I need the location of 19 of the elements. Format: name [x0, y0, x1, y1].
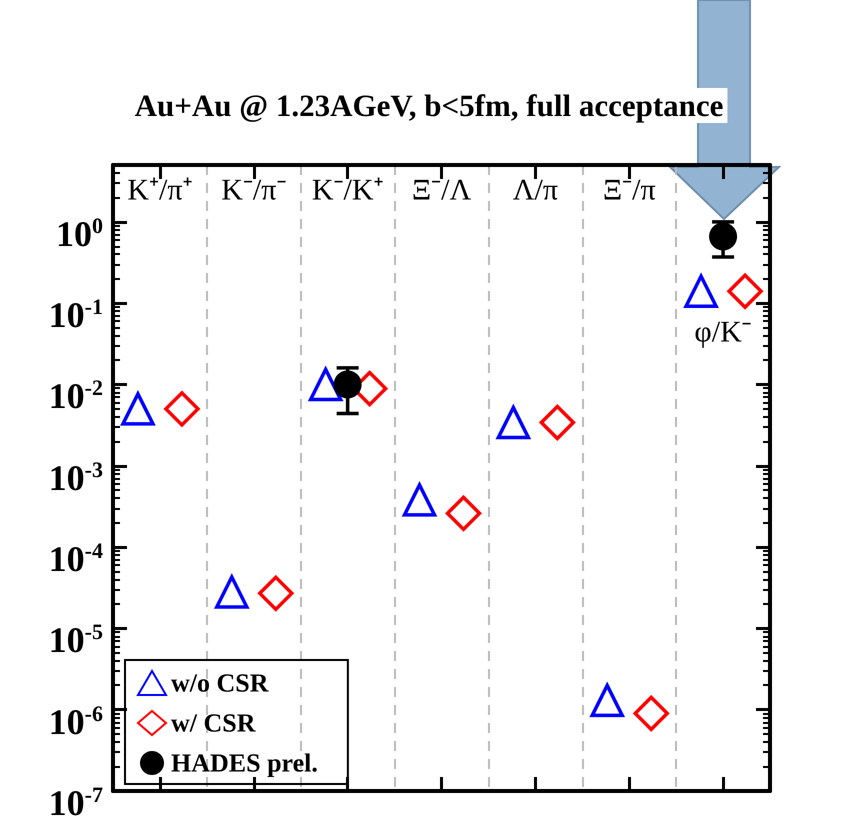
y-tick-label: 10$^{-7}$: [48, 781, 103, 823]
y-tick-label: 10$^{-4}$: [48, 537, 103, 580]
y-tick-label: 10$^{-6}$: [48, 700, 103, 742]
x-tick-label: K⁺/π⁺: [127, 174, 193, 206]
x-tick-label: Ξ⁻/π: [602, 174, 656, 206]
x-tick-label: φ/K⁻: [694, 316, 752, 348]
chart-title: Au+Au @ 1.23AGeV, b<5fm, full acceptance: [134, 88, 724, 123]
y-tick-label: 10$^{-2}$: [48, 374, 103, 416]
legend-label: w/o CSR: [171, 668, 269, 698]
y-tick-label: 10$^{-3}$: [48, 456, 103, 498]
x-tick-label: Λ/π: [512, 174, 558, 206]
x-tick-label: K⁻/π⁻: [221, 174, 286, 206]
legend-label: HADES prel.: [171, 748, 318, 778]
y-tick-label: 10$^{-5}$: [48, 618, 103, 660]
x-tick-label: K⁻/K⁺: [312, 174, 384, 206]
y-tick-label: 10$^{-1}$: [48, 293, 103, 336]
x-tick-label: Ξ⁻/Λ: [412, 174, 472, 206]
y-tick-label: 10$^{0}$: [56, 212, 103, 254]
legend-label: w/ CSR: [171, 708, 256, 738]
